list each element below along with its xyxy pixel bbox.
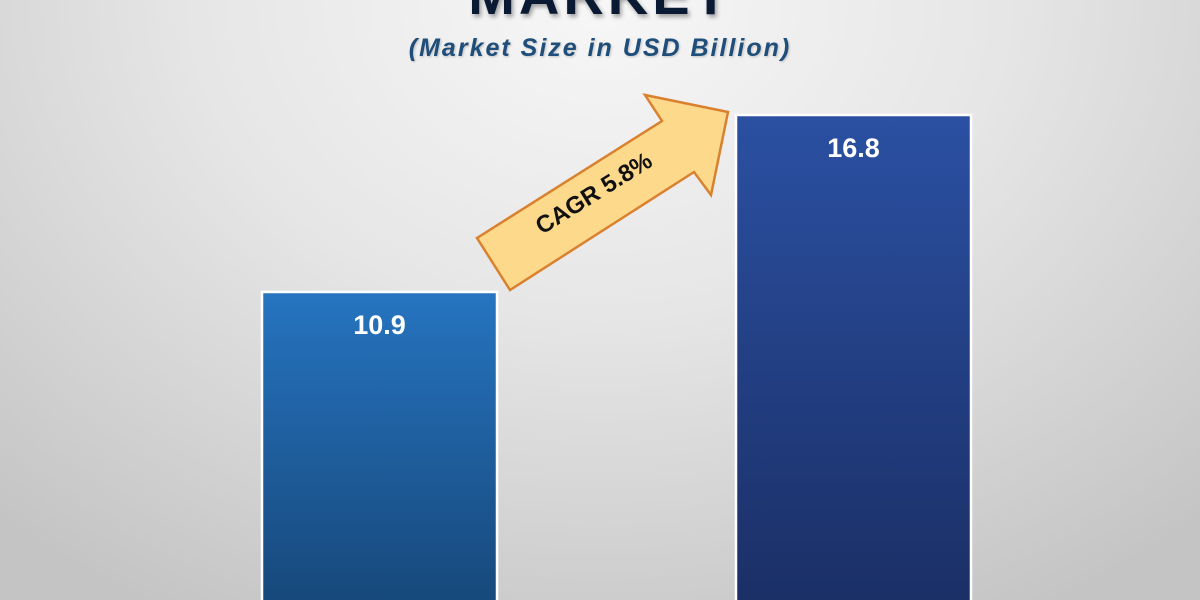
data-label-1: 10.9 (353, 310, 406, 340)
cagr-arrow: CAGR 5.8% (475, 93, 730, 292)
data-label-2: 16.8 (827, 133, 880, 163)
chart-title: MARKET (0, 0, 1200, 27)
bar-1 (260, 290, 499, 600)
bar-2 (734, 113, 973, 600)
chart-subtitle: (Market Size in USD Billion) (408, 34, 792, 62)
